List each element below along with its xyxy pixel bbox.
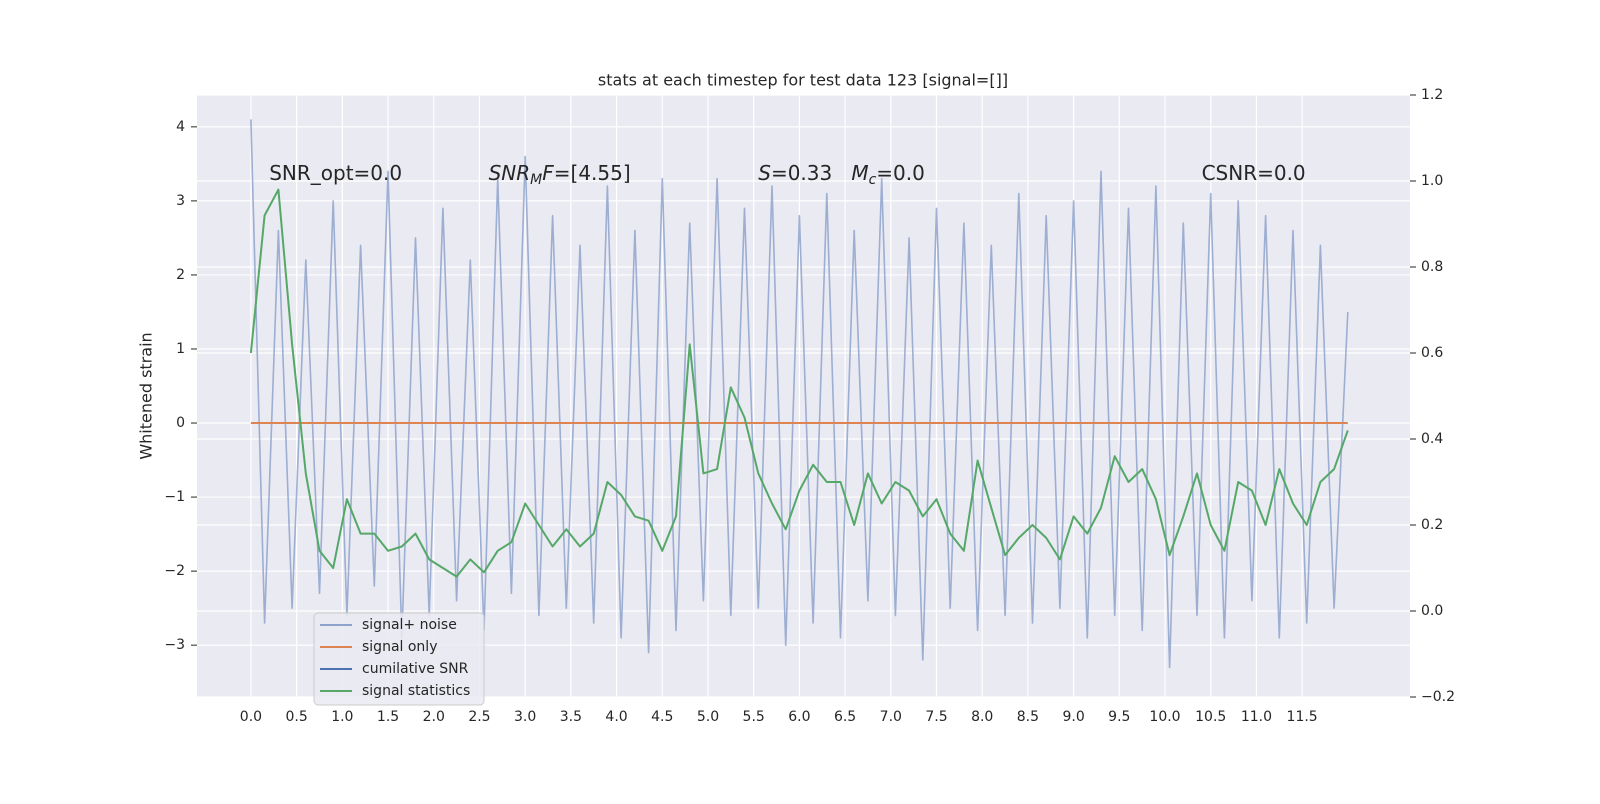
annotation: CSNR=0.0: [1202, 161, 1306, 185]
x-tick-label: 9.0: [1062, 709, 1084, 725]
series-line: [249, 188, 1349, 578]
y-tick-label: −2: [164, 563, 185, 579]
x-tick-label: 7.5: [925, 709, 947, 725]
y-tick-label: 1: [176, 341, 185, 357]
x-tick-label: 5.5: [743, 709, 765, 725]
x-tick-label: 10.0: [1149, 709, 1180, 725]
annotation-part: c: [869, 172, 877, 188]
legend-label: signal+ noise: [362, 617, 457, 633]
x-tick-label: 1.0: [331, 709, 353, 725]
x-tick-label: 3.5: [560, 709, 582, 725]
annotation: SNR_opt=0.0: [269, 161, 402, 185]
legend-label: signal statistics: [362, 683, 470, 699]
plot-area: [197, 95, 1410, 697]
y-tick-label: −1: [164, 489, 185, 505]
x-tick-label: 0.0: [240, 709, 262, 725]
annotation-part: =0.0: [876, 161, 925, 185]
annotation-part: SNR: [489, 161, 531, 185]
y-tick-label: 0: [176, 415, 185, 431]
y2-tick-label: 1.0: [1421, 173, 1443, 189]
x-tick-label: 6.5: [834, 709, 856, 725]
x-tick-label: 6.0: [788, 709, 810, 725]
y-tick-label: 3: [176, 193, 185, 209]
annotation-part: M: [851, 161, 868, 185]
x-tick-label: 3.0: [514, 709, 536, 725]
y2-tick-label: 0.6: [1421, 345, 1443, 361]
x-tick-label: 2.5: [468, 709, 490, 725]
x-tick-label: 9.5: [1108, 709, 1130, 725]
chart-title: stats at each timestep for test data 123…: [598, 71, 1008, 90]
annotation-part: =0.33: [771, 161, 851, 185]
x-tick-label: 7.0: [880, 709, 902, 725]
y-tick-label: −3: [164, 637, 185, 653]
x-tick-label: 8.0: [971, 709, 993, 725]
y2-tick-label: 0.2: [1421, 517, 1443, 533]
annotation: S=0.33 Mc=0.0: [758, 161, 925, 189]
y-axis-label: Whitened strain: [137, 332, 156, 459]
legend-label: signal only: [362, 639, 437, 655]
x-tick-label: 4.5: [651, 709, 673, 725]
y-tick-label: 4: [176, 119, 185, 135]
x-tick-label: 11.5: [1287, 709, 1318, 725]
x-tick-label: 5.0: [697, 709, 719, 725]
y-tick-label: 2: [176, 267, 185, 283]
y2-tick-label: 0.8: [1421, 259, 1443, 275]
annotation-part: F: [542, 161, 554, 185]
series-line: [250, 119, 1349, 669]
x-tick-label: 4.0: [605, 709, 627, 725]
y2-tick-label: 1.2: [1421, 87, 1443, 103]
x-tick-label: 11.0: [1241, 709, 1272, 725]
annotation-part: S: [758, 161, 771, 185]
annotation: SNRMF=[4.55]: [489, 161, 631, 189]
legend-label: cumilative SNR: [362, 661, 469, 677]
x-tick-label: 10.5: [1195, 709, 1226, 725]
x-tick-label: 8.5: [1017, 709, 1039, 725]
annotation-part: M: [530, 172, 542, 188]
x-tick-label: 0.5: [286, 709, 308, 725]
y2-tick-label: 0.4: [1421, 431, 1443, 447]
y2-tick-label: −0.2: [1421, 689, 1455, 705]
x-tick-label: 1.5: [377, 709, 399, 725]
annotation-part: =[4.55]: [554, 161, 631, 185]
legend-box: [313, 612, 485, 706]
x-tick-label: 2.0: [423, 709, 445, 725]
annotation-part: SNR_opt=0.0: [269, 161, 402, 185]
annotation-part: CSNR=0.0: [1202, 161, 1306, 185]
y2-tick-label: 0.0: [1421, 603, 1443, 619]
